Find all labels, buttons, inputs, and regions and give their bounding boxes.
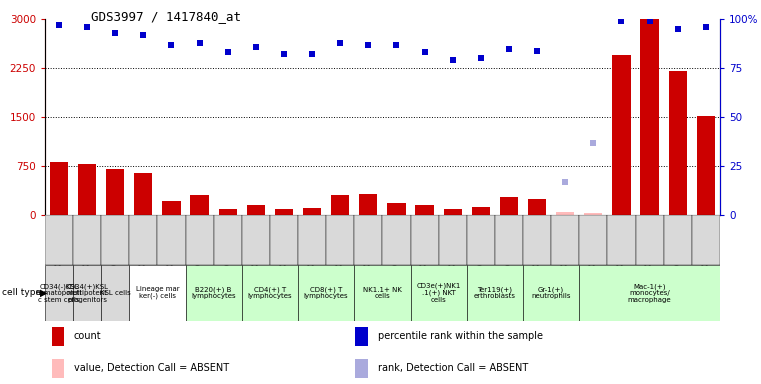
Bar xyxy=(669,71,687,215)
Bar xyxy=(101,215,129,265)
Text: GDS3997 / 1417840_at: GDS3997 / 1417840_at xyxy=(91,10,240,23)
Bar xyxy=(635,215,664,265)
Bar xyxy=(410,215,438,265)
Bar xyxy=(49,162,68,215)
Bar xyxy=(495,215,523,265)
Bar xyxy=(242,265,298,321)
Bar xyxy=(410,265,466,321)
Bar xyxy=(247,205,265,215)
Text: Lineage mar
ker(-) cells: Lineage mar ker(-) cells xyxy=(135,286,179,299)
Bar xyxy=(106,169,124,215)
Bar xyxy=(523,215,551,265)
Text: Gr-1(+)
neutrophils: Gr-1(+) neutrophils xyxy=(531,286,571,299)
Text: Mac-1(+)
monocytes/
macrophage: Mac-1(+) monocytes/ macrophage xyxy=(628,283,671,303)
Bar xyxy=(466,265,523,321)
Bar xyxy=(664,215,692,265)
Text: cell type: cell type xyxy=(2,288,40,297)
Text: percentile rank within the sample: percentile rank within the sample xyxy=(377,331,543,341)
Text: B220(+) B
lymphocytes: B220(+) B lymphocytes xyxy=(191,286,236,299)
Bar xyxy=(45,215,73,265)
Bar xyxy=(528,199,546,215)
Bar xyxy=(607,215,635,265)
Bar xyxy=(73,215,101,265)
Bar xyxy=(613,55,631,215)
Bar xyxy=(134,173,152,215)
Bar xyxy=(551,215,579,265)
Bar xyxy=(355,359,368,378)
Bar xyxy=(331,195,349,215)
Bar xyxy=(579,265,720,321)
Bar xyxy=(298,265,355,321)
Bar xyxy=(303,208,321,215)
Bar xyxy=(52,327,64,346)
Bar xyxy=(355,265,410,321)
Bar xyxy=(242,215,270,265)
Bar xyxy=(73,265,101,321)
Bar xyxy=(129,265,186,321)
Text: KSL cells: KSL cells xyxy=(100,290,131,296)
Bar xyxy=(214,215,242,265)
Text: count: count xyxy=(74,331,101,341)
Text: value, Detection Call = ABSENT: value, Detection Call = ABSENT xyxy=(74,363,229,373)
Bar xyxy=(444,209,462,215)
Bar xyxy=(275,209,293,215)
Text: Ter119(+)
erthroblasts: Ter119(+) erthroblasts xyxy=(474,286,516,299)
Bar xyxy=(129,215,158,265)
Bar xyxy=(387,203,406,215)
Bar xyxy=(52,359,64,378)
Bar xyxy=(326,215,355,265)
Text: rank, Detection Call = ABSENT: rank, Detection Call = ABSENT xyxy=(377,363,528,373)
Bar xyxy=(579,215,607,265)
Bar xyxy=(45,265,73,321)
Bar xyxy=(162,201,180,215)
Bar xyxy=(500,197,518,215)
Bar xyxy=(641,19,659,215)
Bar xyxy=(523,265,579,321)
Bar xyxy=(186,265,242,321)
Text: CD8(+) T
lymphocytes: CD8(+) T lymphocytes xyxy=(304,286,349,299)
Text: CD34(-)KSL
hematopoieti
c stem cells: CD34(-)KSL hematopoieti c stem cells xyxy=(36,283,82,303)
Bar xyxy=(359,194,377,215)
Bar xyxy=(472,207,490,215)
Bar xyxy=(355,215,382,265)
Bar xyxy=(697,116,715,215)
Bar xyxy=(416,205,434,215)
Bar xyxy=(355,327,368,346)
Bar xyxy=(692,215,720,265)
Bar xyxy=(218,209,237,215)
Text: ▶: ▶ xyxy=(40,288,47,298)
Bar xyxy=(270,215,298,265)
Bar xyxy=(298,215,326,265)
Bar xyxy=(190,195,209,215)
Text: CD4(+) T
lymphocytes: CD4(+) T lymphocytes xyxy=(247,286,292,299)
Bar xyxy=(466,215,495,265)
Bar xyxy=(78,164,96,215)
Bar xyxy=(556,212,575,215)
Bar xyxy=(382,215,410,265)
Text: NK1.1+ NK
cells: NK1.1+ NK cells xyxy=(363,286,402,299)
Bar xyxy=(186,215,214,265)
Text: CD34(+)KSL
multipotent
progenitors: CD34(+)KSL multipotent progenitors xyxy=(65,283,109,303)
Bar xyxy=(101,265,129,321)
Bar xyxy=(584,213,603,215)
Bar xyxy=(438,215,466,265)
Text: CD3e(+)NK1
.1(+) NKT
cells: CD3e(+)NK1 .1(+) NKT cells xyxy=(416,283,461,303)
Bar xyxy=(158,215,186,265)
